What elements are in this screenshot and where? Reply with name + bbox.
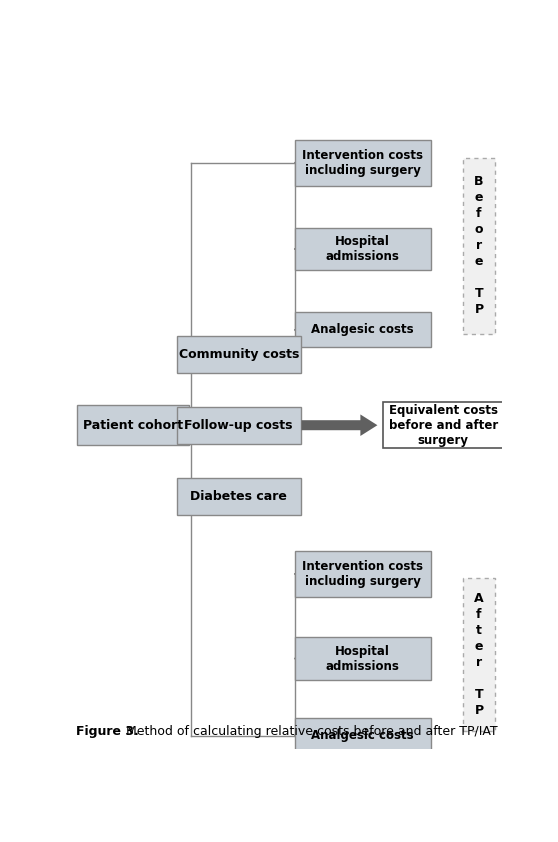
- Text: Intervention costs
including surgery: Intervention costs including surgery: [302, 560, 423, 588]
- FancyBboxPatch shape: [177, 407, 301, 444]
- Text: Analgesic costs: Analgesic costs: [311, 729, 414, 742]
- Text: Intervention costs
including surgery: Intervention costs including surgery: [302, 149, 423, 177]
- FancyBboxPatch shape: [295, 312, 431, 347]
- FancyBboxPatch shape: [295, 718, 431, 753]
- FancyBboxPatch shape: [463, 158, 496, 333]
- FancyBboxPatch shape: [177, 336, 301, 373]
- Text: Diabetes care: Diabetes care: [190, 489, 287, 503]
- FancyBboxPatch shape: [295, 227, 431, 270]
- Text: Equivalent costs
before and after
surgery: Equivalent costs before and after surger…: [389, 403, 498, 447]
- Text: Method of calculating relative costs before and after TP/IAT: Method of calculating relative costs bef…: [122, 725, 498, 738]
- FancyBboxPatch shape: [295, 551, 431, 597]
- Text: Analgesic costs: Analgesic costs: [311, 323, 414, 336]
- Text: Hospital
admissions: Hospital admissions: [326, 235, 400, 263]
- FancyBboxPatch shape: [77, 405, 190, 445]
- FancyBboxPatch shape: [295, 140, 431, 186]
- FancyBboxPatch shape: [383, 402, 503, 448]
- FancyBboxPatch shape: [463, 578, 496, 731]
- FancyBboxPatch shape: [295, 637, 431, 679]
- Text: Patient cohort: Patient cohort: [83, 418, 184, 432]
- Text: B
e
f
o
r
e
 
T
P: B e f o r e T P: [474, 175, 484, 317]
- Polygon shape: [301, 414, 377, 436]
- Text: Figure 3.: Figure 3.: [76, 725, 139, 738]
- FancyBboxPatch shape: [177, 477, 301, 514]
- Text: Hospital
admissions: Hospital admissions: [326, 644, 400, 673]
- Text: Follow-up costs: Follow-up costs: [185, 418, 293, 432]
- Text: Community costs: Community costs: [179, 348, 299, 361]
- Text: A
f
t
e
r
 
T
P: A f t e r T P: [474, 592, 484, 717]
